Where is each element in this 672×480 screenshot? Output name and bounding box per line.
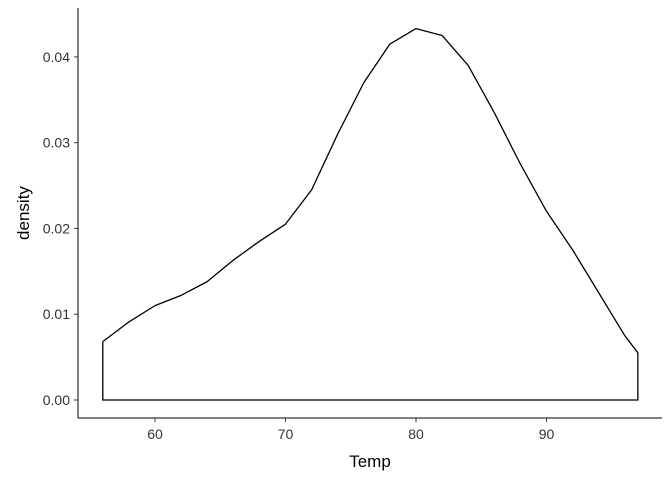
y-tick-label: 0.04 bbox=[43, 49, 70, 65]
density-outline bbox=[102, 341, 639, 401]
x-tick-label: 60 bbox=[147, 426, 163, 442]
x-tick-label: 80 bbox=[408, 426, 424, 442]
y-tick-label: 0.00 bbox=[43, 392, 70, 408]
y-tick-label: 0.03 bbox=[43, 135, 70, 151]
x-tick-label: 70 bbox=[278, 426, 294, 442]
density-curve bbox=[102, 27, 639, 354]
y-tick-label: 0.02 bbox=[43, 220, 70, 236]
y-axis-title: density bbox=[14, 186, 33, 240]
y-tick-label: 0.01 bbox=[43, 306, 70, 322]
x-axis-title: Temp bbox=[349, 452, 391, 471]
x-tick-label: 90 bbox=[539, 426, 555, 442]
